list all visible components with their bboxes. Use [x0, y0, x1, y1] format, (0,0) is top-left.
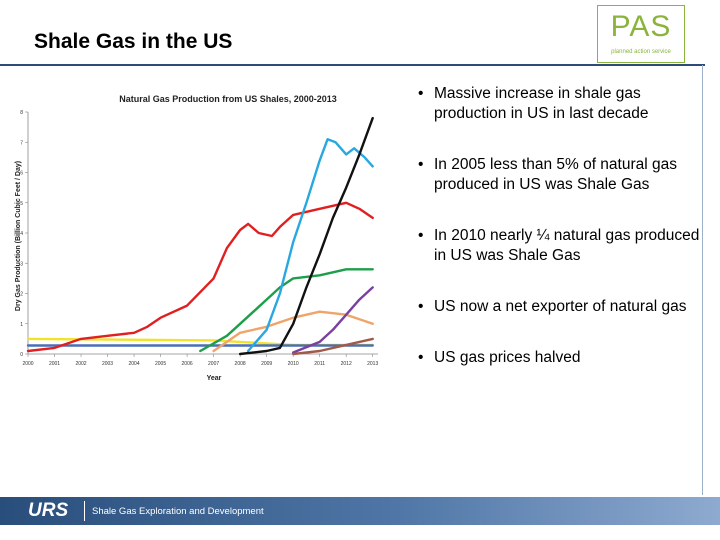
y-tick-label: 7	[20, 140, 23, 146]
x-tick-label: 2010	[288, 361, 299, 367]
bullet-marker: •	[418, 156, 424, 173]
x-tick-label: 2011	[314, 361, 325, 367]
pas-logo: PAS planned action service	[597, 5, 685, 63]
chart-axes: 0 1 2 3 4 5 6 7 8 2000 2001 2002 2003 2004 2005 2006 200…	[20, 110, 378, 367]
y-tick-label: 5	[20, 201, 23, 207]
x-tick-label: 2003	[102, 361, 113, 367]
y-tick-label: 2	[20, 292, 23, 298]
bullet-text: In 2005 less than 5% of natural gas prod…	[434, 156, 677, 193]
x-tick-label: 2002	[75, 361, 86, 367]
bullet-marker: •	[418, 227, 424, 244]
bullet-text: US now a net exporter of natural gas	[434, 298, 687, 315]
x-tick-label: 2005	[155, 361, 166, 367]
shale-gas-chart: Natural Gas Production from US Shales, 2…	[6, 84, 394, 384]
x-tick-label: 2009	[261, 361, 272, 367]
y-tick-label: 3	[20, 261, 23, 267]
pas-logo-subtext: planned action service	[611, 49, 671, 55]
bullet-item: • In 2010 nearly ¼ natural gas produced …	[412, 226, 702, 266]
x-tick-label: 2008	[235, 361, 246, 367]
bullet-text: US gas prices halved	[434, 349, 581, 366]
urs-logo: URS	[28, 500, 69, 521]
x-tick-label: 2013	[367, 361, 378, 367]
series-line	[26, 201, 374, 353]
chart-svg: Natural Gas Production from US Shales, 2…	[15, 94, 378, 382]
slide-right-border	[702, 65, 703, 495]
bullet-marker: •	[418, 349, 424, 366]
x-tick-label: 2007	[208, 361, 219, 367]
bullet-marker: •	[418, 85, 424, 102]
x-tick-label: 2001	[49, 361, 60, 367]
y-tick-label: 1	[20, 322, 23, 328]
bullet-item: • Massive increase in shale gas producti…	[412, 84, 702, 124]
bullet-item: • US gas prices halved	[412, 348, 702, 368]
footer-bar: URS Shale Gas Exploration and Developmen…	[0, 497, 720, 525]
bullet-text: In 2010 nearly ¼ natural gas produced in…	[434, 227, 700, 264]
x-tick-label: 2000	[22, 361, 33, 367]
x-tick-label: 2006	[182, 361, 193, 367]
y-axis-label: Dry Gas Production (Billion Cubic Feet /…	[15, 161, 22, 311]
footer-text: Shale Gas Exploration and Development	[92, 506, 264, 517]
series-line	[292, 286, 374, 354]
series-line	[292, 337, 374, 356]
y-tick-label: 6	[20, 171, 23, 177]
series-line	[238, 116, 374, 356]
pas-logo-text: PAS	[610, 10, 672, 43]
bullet-list: • Massive increase in shale gas producti…	[412, 84, 702, 368]
title-divider	[0, 64, 705, 66]
bullet-marker: •	[418, 298, 424, 315]
chart-series	[26, 116, 374, 356]
chart-title: Natural Gas Production from US Shales, 2…	[119, 94, 337, 104]
series-line	[246, 138, 374, 353]
x-tick-label: 2012	[341, 361, 352, 367]
slide-title: Shale Gas in the US	[34, 30, 233, 53]
series-line	[199, 268, 374, 353]
footer-divider	[84, 501, 85, 521]
x-axis-label: Year	[207, 375, 222, 382]
bullet-item: • US now a net exporter of natural gas	[412, 297, 702, 317]
y-tick-label: 4	[20, 231, 23, 237]
y-tick-label: 8	[20, 110, 23, 116]
bullet-text: Massive increase in shale gas production…	[434, 85, 649, 122]
y-tick-label: 0	[20, 352, 23, 358]
bullet-item: • In 2005 less than 5% of natural gas pr…	[412, 155, 702, 195]
x-tick-label: 2004	[128, 361, 139, 367]
